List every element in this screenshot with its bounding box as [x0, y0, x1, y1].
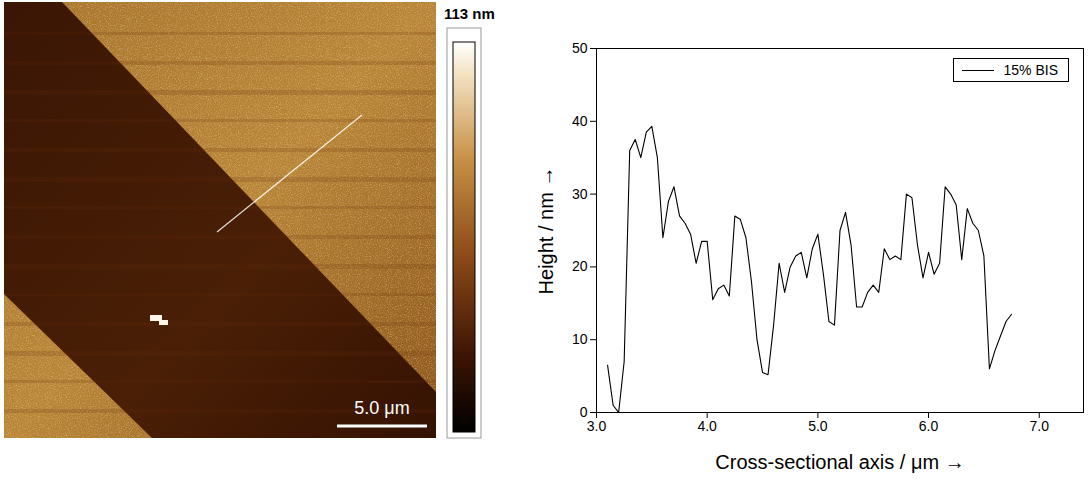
svg-text:5.0 μm: 5.0 μm [354, 398, 409, 418]
svg-text:5.0: 5.0 [808, 418, 828, 434]
svg-text:Cross-sectional axis / μm →: Cross-sectional axis / μm → [715, 451, 964, 473]
svg-text:4.0: 4.0 [697, 418, 717, 434]
svg-text:0: 0 [580, 404, 588, 420]
svg-text:20: 20 [572, 258, 588, 274]
svg-text:40: 40 [572, 113, 588, 129]
svg-text:113 nm: 113 nm [444, 5, 495, 22]
svg-text:10: 10 [572, 331, 588, 347]
html-text:15% BIS: 15% BIS [1003, 62, 1058, 78]
svg-text:3.0: 3.0 [587, 418, 607, 434]
svg-text:Height / nm →: Height / nm → [535, 167, 557, 295]
svg-text:30: 30 [572, 186, 588, 202]
svg-text:50: 50 [572, 40, 588, 56]
svg-text:6.0: 6.0 [919, 418, 939, 434]
svg-text:7.0: 7.0 [1029, 418, 1049, 434]
